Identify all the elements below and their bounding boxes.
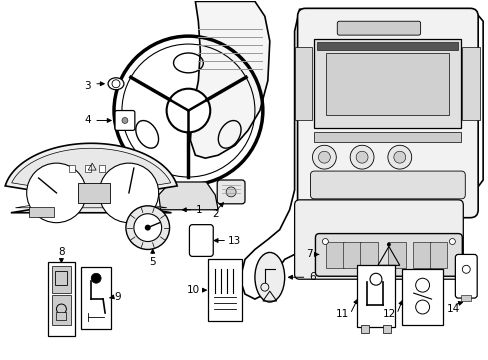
Polygon shape	[69, 165, 75, 172]
Circle shape	[386, 243, 390, 247]
FancyBboxPatch shape	[217, 180, 244, 204]
FancyBboxPatch shape	[297, 8, 477, 218]
FancyBboxPatch shape	[51, 295, 71, 325]
Text: 12: 12	[382, 309, 395, 319]
FancyBboxPatch shape	[51, 266, 71, 293]
FancyBboxPatch shape	[326, 243, 410, 264]
Text: 10: 10	[187, 285, 200, 295]
FancyBboxPatch shape	[454, 255, 476, 298]
Circle shape	[122, 117, 128, 123]
Text: 6: 6	[309, 272, 315, 282]
FancyBboxPatch shape	[337, 21, 420, 35]
FancyBboxPatch shape	[314, 39, 460, 129]
FancyBboxPatch shape	[382, 325, 390, 333]
FancyBboxPatch shape	[343, 242, 360, 268]
Text: 5: 5	[149, 257, 156, 267]
Ellipse shape	[254, 252, 284, 302]
Circle shape	[225, 187, 236, 197]
Circle shape	[355, 151, 367, 163]
Text: 11: 11	[335, 309, 348, 319]
FancyBboxPatch shape	[315, 234, 461, 276]
Circle shape	[126, 206, 169, 249]
FancyBboxPatch shape	[81, 267, 111, 329]
Polygon shape	[85, 165, 91, 172]
FancyBboxPatch shape	[115, 111, 135, 130]
Circle shape	[312, 145, 336, 169]
Circle shape	[322, 239, 327, 244]
FancyBboxPatch shape	[325, 242, 344, 268]
Polygon shape	[190, 1, 269, 158]
Text: 14: 14	[446, 304, 459, 314]
FancyBboxPatch shape	[387, 242, 405, 268]
FancyBboxPatch shape	[460, 295, 470, 301]
FancyBboxPatch shape	[78, 183, 110, 203]
Text: 8: 8	[58, 247, 64, 257]
FancyBboxPatch shape	[314, 132, 460, 142]
Text: 13: 13	[228, 235, 241, 246]
FancyBboxPatch shape	[208, 260, 242, 321]
Text: 9: 9	[114, 292, 121, 302]
Text: 4: 4	[84, 116, 91, 126]
FancyBboxPatch shape	[294, 200, 462, 279]
FancyBboxPatch shape	[401, 269, 443, 325]
FancyBboxPatch shape	[29, 207, 54, 217]
Circle shape	[448, 239, 454, 244]
Circle shape	[393, 151, 405, 163]
FancyBboxPatch shape	[47, 262, 75, 336]
FancyBboxPatch shape	[428, 242, 447, 268]
Circle shape	[99, 163, 158, 223]
Polygon shape	[99, 165, 105, 172]
Circle shape	[387, 145, 411, 169]
FancyBboxPatch shape	[360, 325, 368, 333]
Polygon shape	[158, 182, 218, 210]
Text: 7: 7	[305, 249, 312, 260]
FancyBboxPatch shape	[412, 242, 429, 268]
Circle shape	[91, 273, 101, 283]
FancyBboxPatch shape	[189, 225, 213, 256]
Circle shape	[27, 163, 86, 223]
Text: 3: 3	[84, 81, 91, 91]
Ellipse shape	[108, 78, 123, 90]
FancyBboxPatch shape	[325, 53, 448, 114]
Circle shape	[134, 214, 162, 242]
FancyBboxPatch shape	[317, 42, 457, 50]
FancyBboxPatch shape	[56, 312, 66, 320]
Text: 1: 1	[195, 205, 202, 215]
Circle shape	[349, 145, 373, 169]
Circle shape	[318, 151, 330, 163]
Circle shape	[166, 89, 210, 132]
FancyBboxPatch shape	[294, 47, 312, 121]
Text: 2: 2	[212, 209, 219, 219]
FancyBboxPatch shape	[356, 265, 394, 327]
Polygon shape	[12, 148, 170, 208]
Polygon shape	[5, 143, 177, 213]
Circle shape	[112, 80, 120, 88]
FancyBboxPatch shape	[461, 47, 479, 121]
Circle shape	[144, 225, 150, 231]
FancyBboxPatch shape	[359, 242, 377, 268]
FancyBboxPatch shape	[310, 171, 464, 199]
